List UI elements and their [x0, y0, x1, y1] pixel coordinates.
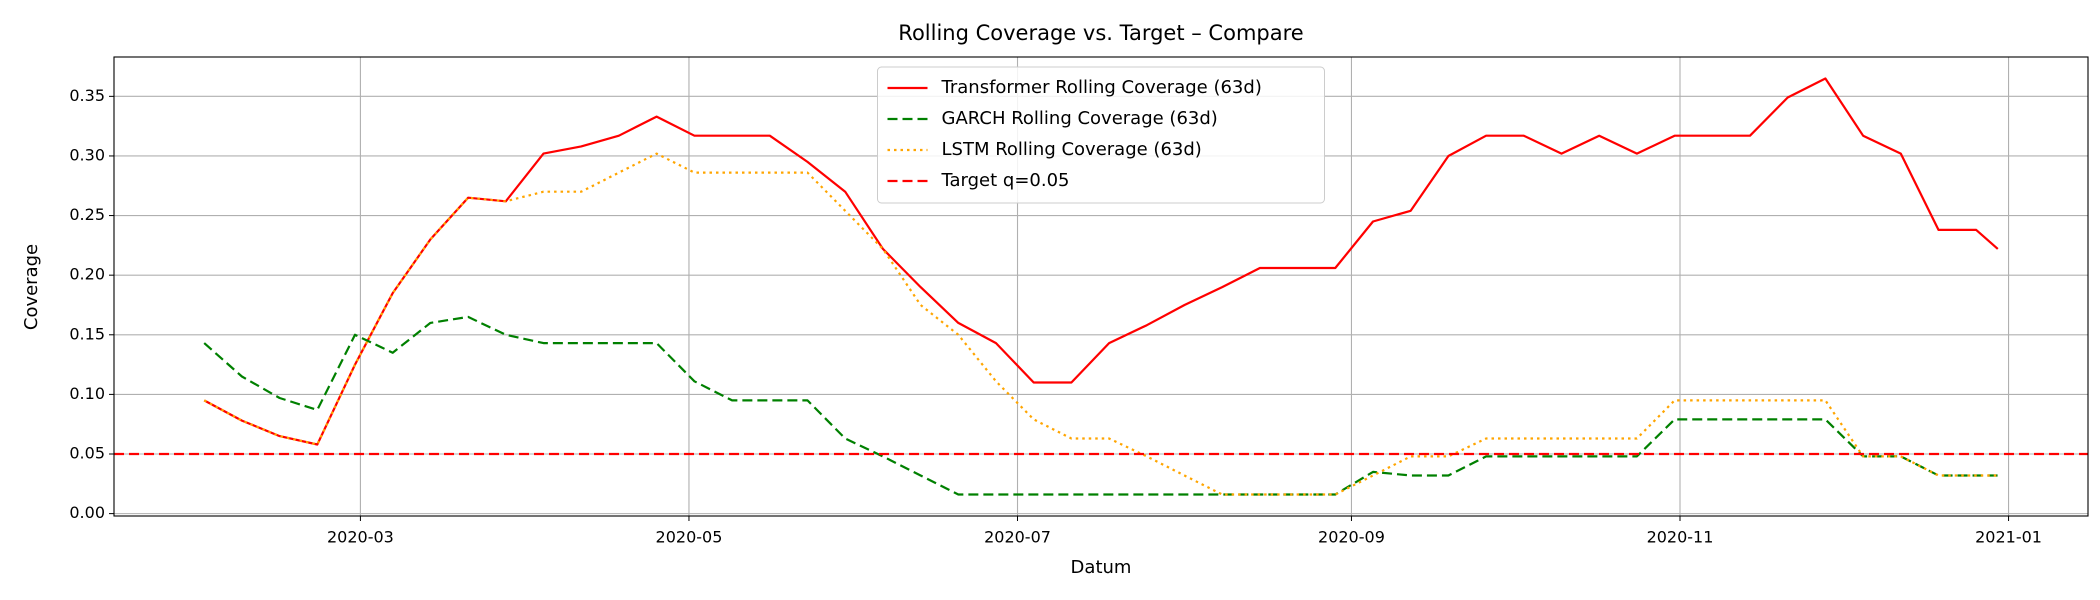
y-tick-label: 0.35	[69, 86, 105, 105]
y-tick-label: 0.00	[69, 503, 105, 522]
y-tick-label: 0.10	[69, 384, 105, 403]
x-tick-label: 2020-03	[327, 528, 394, 547]
x-tick-label: 2020-09	[1318, 528, 1385, 547]
x-tick-label: 2021-01	[1975, 528, 2042, 547]
y-tick-label: 0.30	[69, 145, 105, 164]
x-tick-label: 2020-07	[984, 528, 1051, 547]
y-tick-label: 0.15	[69, 324, 105, 343]
legend-label: LSTM Rolling Coverage (63d)	[942, 139, 1202, 160]
legend-label: GARCH Rolling Coverage (63d)	[942, 108, 1218, 129]
series-line	[203, 315, 1998, 496]
chart-title: Rolling Coverage vs. Target – Compare	[898, 21, 1303, 45]
x-tick-label: 2020-11	[1647, 528, 1714, 547]
y-axis-label: Coverage	[21, 244, 42, 330]
y-tick-label: 0.25	[69, 205, 105, 224]
legend: Transformer Rolling Coverage (63d) GARCH …	[877, 66, 1325, 204]
series-line	[203, 152, 1998, 496]
series-line	[203, 77, 1999, 446]
legend-box	[877, 66, 1325, 204]
axes-frame	[113, 56, 2089, 517]
x-axis-label: Datum	[1071, 557, 1132, 578]
legend-label: Target q=0.05	[941, 170, 1070, 191]
legend-label: Transformer Rolling Coverage (63d)	[941, 77, 1262, 98]
y-tick-label: 0.20	[69, 265, 105, 284]
x-tick-label: 2020-05	[656, 528, 723, 547]
y-tick-label: 0.05	[69, 444, 105, 463]
